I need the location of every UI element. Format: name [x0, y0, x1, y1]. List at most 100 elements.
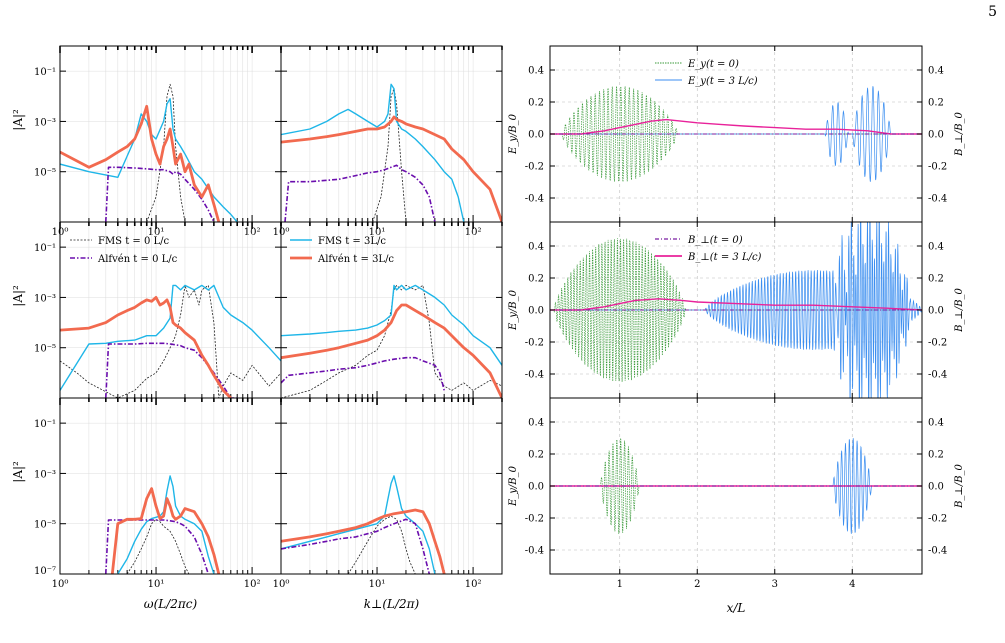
y-tick-label: 10⁻³	[34, 469, 56, 480]
series-fms-t3	[117, 475, 215, 574]
series-alfven-t3	[60, 296, 232, 398]
y-tick-label: -0.2	[525, 514, 544, 525]
x-tick-label: 1	[617, 579, 623, 590]
legend-label: E_y(t = 0)	[687, 59, 739, 70]
y-tick-label-right: 0.0	[928, 130, 944, 141]
y-tick-label: 0.2	[528, 450, 544, 461]
series-fms-t0	[60, 285, 281, 398]
y-tick-label-right: 0.2	[928, 274, 944, 285]
series-group	[60, 83, 238, 222]
y-tick-label: 0.0	[528, 130, 544, 141]
y-tick-label: -0.4	[525, 546, 544, 557]
series-alfven-t3	[60, 104, 221, 222]
series-group	[281, 475, 446, 574]
y-tick-label: 10⁻⁵	[34, 168, 56, 179]
axes-frame	[280, 397, 503, 575]
y-tick-label-right: -0.2	[928, 514, 947, 525]
y-tick-label: 0.2	[528, 98, 544, 109]
y-tick-label-right: -0.4	[928, 370, 947, 381]
y-axis-label: |A|²	[11, 461, 25, 483]
y-tick-label: 10⁻⁵	[34, 520, 56, 531]
y-tick-label-right: 0.0	[928, 306, 944, 317]
y-tick-label: 0.0	[528, 306, 544, 317]
series-alfven-t3	[281, 115, 502, 222]
spectrum-panel-3: 10⁻¹ 10⁻³ 10⁻⁵ |A|²	[11, 221, 282, 399]
spectrum-panel-4	[280, 221, 503, 399]
legend-label: Alfvén t = 3L/c	[317, 254, 394, 265]
series-group	[281, 284, 502, 398]
series-alfven-t3	[110, 487, 221, 574]
y-tick-label-right: -0.4	[928, 546, 947, 557]
series-alfven-t3	[281, 508, 446, 574]
spectrum-panel-5: 10⁻¹ 10⁻³ 10⁻⁵ 10⁻⁷ 10⁰ 10¹ 10² |A|² ω(L/2πc)	[11, 397, 282, 611]
y-tick-label: 10⁻³	[34, 293, 56, 304]
y-tick-label: 0.4	[528, 418, 544, 429]
y-tick-label-right: 0.4	[928, 242, 944, 253]
x-tick-label: 10²	[465, 579, 482, 590]
legend-label: Alfvén t = 0 L/c	[97, 254, 178, 265]
x-tick-label: 10⁰	[273, 579, 290, 590]
x-axis-label: x/L	[727, 601, 746, 615]
x-tick-label: 10¹	[148, 579, 165, 590]
legend-label: E_y(t = 3 L/c)	[687, 76, 758, 87]
spectrum-legend-left: FMS t = 0 L/c Alfvén t = 0 L/c	[70, 236, 178, 265]
y-tick-label: 10⁻³	[34, 117, 56, 128]
x-tick-label: 2	[694, 579, 700, 590]
x-axis-label: ω(L/2πc)	[144, 597, 198, 611]
y-tick-label: 0.4	[528, 242, 544, 253]
y-tick-label: -0.2	[525, 162, 544, 173]
series-fms-t0	[372, 88, 407, 222]
y-tick-label: 10⁻¹	[34, 419, 56, 430]
y-axis-label-left: E_y/B_0	[508, 289, 519, 331]
series-alfven-t0	[284, 164, 436, 222]
series-group	[105, 475, 221, 574]
series-fms-t3	[281, 284, 502, 366]
y-tick-label: 0.0	[528, 482, 544, 493]
field-legend: E_y(t = 0) E_y(t = 3 L/c)	[655, 59, 758, 87]
page-number: 5	[988, 4, 997, 20]
y-tick-label: -0.4	[525, 194, 544, 205]
series-group	[550, 222, 922, 398]
y-tick-label-right: -0.2	[928, 162, 947, 173]
series-alfven-t0	[105, 519, 210, 574]
y-tick-label: 0.2	[528, 274, 544, 285]
series-alfven-t0	[105, 342, 238, 398]
legend-label: FMS t = 0 L/c	[98, 236, 170, 247]
legend-label: FMS t = 3L/c	[318, 236, 386, 247]
legend-label: B_⊥(t = 3 L/c)	[687, 252, 762, 263]
legend-label: B_⊥(t = 0)	[687, 235, 743, 246]
series-group	[550, 438, 922, 534]
field-panel-1: 0.4 0.4 0.2 0.2 0.0 0.0 -0.2 -0.2 -0.4 -0.4 E_y/B_…	[508, 45, 965, 223]
series-fms-t3	[60, 284, 281, 391]
series-alfven-t3	[281, 303, 502, 398]
y-axis-label-right: B_⊥/B_0	[954, 463, 965, 508]
spectrum-panel-2: 10⁰ 10¹ 10²	[273, 45, 503, 238]
y-axis-label-left: E_y/B_0	[508, 465, 519, 507]
spectrum-panel-6: 10⁰ 10¹ 10² k⊥(L/2π)	[273, 397, 503, 611]
series-alfven-t0	[281, 356, 445, 391]
series-group	[60, 284, 281, 398]
y-tick-label-right: 0.0	[928, 482, 944, 493]
field-panel-2: 0.4 0.4 0.2 0.2 0.0 0.0 -0.2 -0.2 -0.4 -0.4 E_y/B_…	[508, 221, 965, 399]
series-alfven-t0	[281, 518, 431, 574]
x-tick-label: 3	[772, 579, 778, 590]
y-tick-label-right: -0.2	[928, 338, 947, 349]
y-tick-label: 10⁻⁵	[34, 344, 56, 355]
y-tick-label-right: -0.4	[928, 194, 947, 205]
y-axis-label: |A|²	[11, 285, 25, 307]
series-alfven-t0	[105, 166, 215, 222]
y-tick-label: -0.2	[525, 338, 544, 349]
y-tick-label-right: 0.4	[928, 66, 944, 77]
y-tick-label-right: 0.4	[928, 418, 944, 429]
y-tick-label: 10⁻⁷	[34, 566, 56, 577]
y-axis-label-right: B_⊥/B_0	[954, 111, 965, 156]
y-tick-label: 10⁻¹	[34, 243, 56, 254]
series-fms-t3	[281, 83, 465, 222]
x-tick-label: 10⁰	[52, 579, 69, 590]
axes-frame	[549, 397, 923, 575]
series-fms-t0	[281, 285, 502, 398]
series-fms-t0	[347, 515, 416, 574]
x-tick-label: 4	[849, 579, 855, 590]
